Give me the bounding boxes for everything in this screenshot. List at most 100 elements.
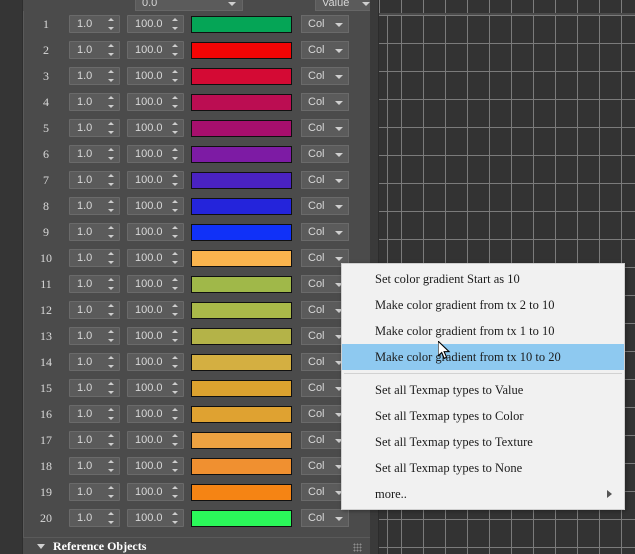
texmap-type-combo[interactable]: Col (301, 353, 349, 371)
spinner-updown-icon[interactable] (107, 174, 114, 186)
amount-spinner[interactable]: 100.0 (127, 327, 184, 345)
texmap-type-combo[interactable]: Col (301, 405, 349, 423)
spinner-updown-icon[interactable] (171, 460, 178, 472)
amount-spinner[interactable]: 100.0 (127, 509, 184, 527)
spinner-updown-icon[interactable] (107, 44, 114, 56)
context-menu-item[interactable]: Make color gradient from tx 10 to 20 (342, 344, 624, 370)
amount-spinner[interactable]: 100.0 (127, 353, 184, 371)
amount-spinner[interactable]: 100.0 (127, 41, 184, 59)
spinner-updown-icon[interactable] (171, 382, 178, 394)
context-menu[interactable]: Set color gradient Start as 10 Make color… (341, 263, 625, 510)
texmap-type-combo[interactable]: Col (301, 41, 349, 59)
color-swatch[interactable] (191, 483, 292, 501)
texmap-type-combo[interactable]: Col (301, 249, 349, 267)
scale-spinner[interactable]: 1.0 (69, 15, 120, 33)
texmap-type-combo[interactable]: Col (301, 483, 349, 501)
scale-spinner[interactable]: 1.0 (69, 301, 120, 319)
color-swatch[interactable] (191, 301, 292, 319)
scale-spinner[interactable]: 1.0 (69, 223, 120, 241)
spinner-updown-icon[interactable] (171, 174, 178, 186)
spinner-updown-icon[interactable] (171, 330, 178, 342)
color-swatch[interactable] (191, 405, 292, 423)
amount-spinner[interactable]: 100.0 (127, 171, 184, 189)
top-type-combo[interactable]: Value (315, 0, 370, 11)
color-swatch[interactable] (191, 119, 292, 137)
color-swatch[interactable] (191, 457, 292, 475)
scale-spinner[interactable]: 1.0 (69, 67, 120, 85)
spinner-updown-icon[interactable] (107, 330, 114, 342)
context-menu-item[interactable]: Set all Texmap types to None (342, 455, 624, 481)
spinner-updown-icon[interactable] (171, 148, 178, 160)
reference-objects-section-header[interactable]: Reference Objects (23, 537, 370, 554)
color-swatch[interactable] (191, 197, 292, 215)
spinner-updown-icon[interactable] (107, 486, 114, 498)
scale-spinner[interactable]: 1.0 (69, 327, 120, 345)
scale-spinner[interactable]: 1.0 (69, 379, 120, 397)
context-menu-item[interactable]: Make color gradient from tx 1 to 10 (342, 318, 624, 344)
spinner-updown-icon[interactable] (171, 96, 178, 108)
color-swatch[interactable] (191, 509, 292, 527)
scale-spinner[interactable]: 1.0 (69, 145, 120, 163)
color-swatch[interactable] (191, 275, 292, 293)
texmap-type-combo[interactable]: Col (301, 15, 349, 33)
context-menu-item[interactable]: Set all Texmap types to Value (342, 377, 624, 403)
color-swatch[interactable] (191, 67, 292, 85)
scale-spinner[interactable]: 1.0 (69, 405, 120, 423)
scale-spinner[interactable]: 1.0 (69, 457, 120, 475)
context-menu-item[interactable]: Make color gradient from tx 2 to 10 (342, 292, 624, 318)
spinner-updown-icon[interactable] (171, 252, 178, 264)
texmap-type-combo[interactable]: Col (301, 67, 349, 85)
context-menu-item[interactable]: Set all Texmap types to Texture (342, 429, 624, 455)
color-swatch[interactable] (191, 15, 292, 33)
scale-spinner[interactable]: 1.0 (69, 93, 120, 111)
context-menu-item[interactable]: Set color gradient Start as 10 (342, 266, 624, 292)
color-swatch[interactable] (191, 171, 292, 189)
amount-spinner[interactable]: 100.0 (127, 197, 184, 215)
spinner-updown-icon[interactable] (107, 382, 114, 394)
amount-spinner[interactable]: 100.0 (127, 275, 184, 293)
color-swatch[interactable] (191, 353, 292, 371)
color-swatch[interactable] (191, 93, 292, 111)
color-swatch[interactable] (191, 223, 292, 241)
amount-spinner[interactable]: 100.0 (127, 223, 184, 241)
color-swatch[interactable] (191, 327, 292, 345)
amount-spinner[interactable]: 100.0 (127, 301, 184, 319)
texmap-type-combo[interactable]: Col (301, 509, 349, 527)
spinner-updown-icon[interactable] (171, 408, 178, 420)
spinner-updown-icon[interactable] (107, 434, 114, 446)
scale-spinner[interactable]: 1.0 (69, 171, 120, 189)
scale-spinner[interactable]: 1.0 (69, 353, 120, 371)
color-swatch[interactable] (191, 145, 292, 163)
texmap-type-combo[interactable]: Col (301, 197, 349, 215)
scale-spinner[interactable]: 1.0 (69, 119, 120, 137)
amount-spinner[interactable]: 100.0 (127, 67, 184, 85)
amount-spinner[interactable]: 100.0 (127, 15, 184, 33)
scale-spinner[interactable]: 1.0 (69, 41, 120, 59)
amount-spinner[interactable]: 100.0 (127, 249, 184, 267)
spinner-updown-icon[interactable] (171, 70, 178, 82)
amount-spinner[interactable]: 100.0 (127, 93, 184, 111)
spinner-updown-icon[interactable] (171, 356, 178, 368)
spinner-updown-icon[interactable] (107, 96, 114, 108)
context-menu-item[interactable]: more.. (342, 481, 624, 507)
texmap-type-combo[interactable]: Col (301, 275, 349, 293)
texmap-type-combo[interactable]: Col (301, 145, 349, 163)
scale-spinner[interactable]: 1.0 (69, 275, 120, 293)
texmap-type-combo[interactable]: Col (301, 301, 349, 319)
spinner-updown-icon[interactable] (171, 122, 178, 134)
context-menu-item[interactable]: Set all Texmap types to Color (342, 403, 624, 429)
spinner-updown-icon[interactable] (171, 434, 178, 446)
amount-spinner[interactable]: 100.0 (127, 431, 184, 449)
amount-spinner[interactable]: 100.0 (127, 405, 184, 423)
texmap-type-combo[interactable]: Col (301, 93, 349, 111)
spinner-updown-icon[interactable] (171, 304, 178, 316)
spinner-updown-icon[interactable] (107, 200, 114, 212)
spinner-updown-icon[interactable] (171, 18, 178, 30)
spinner-updown-icon[interactable] (171, 278, 178, 290)
color-swatch[interactable] (191, 379, 292, 397)
texmap-type-combo[interactable]: Col (301, 379, 349, 397)
spinner-updown-icon[interactable] (107, 18, 114, 30)
scale-spinner[interactable]: 1.0 (69, 197, 120, 215)
texmap-type-combo[interactable]: Col (301, 119, 349, 137)
amount-spinner[interactable]: 100.0 (127, 457, 184, 475)
